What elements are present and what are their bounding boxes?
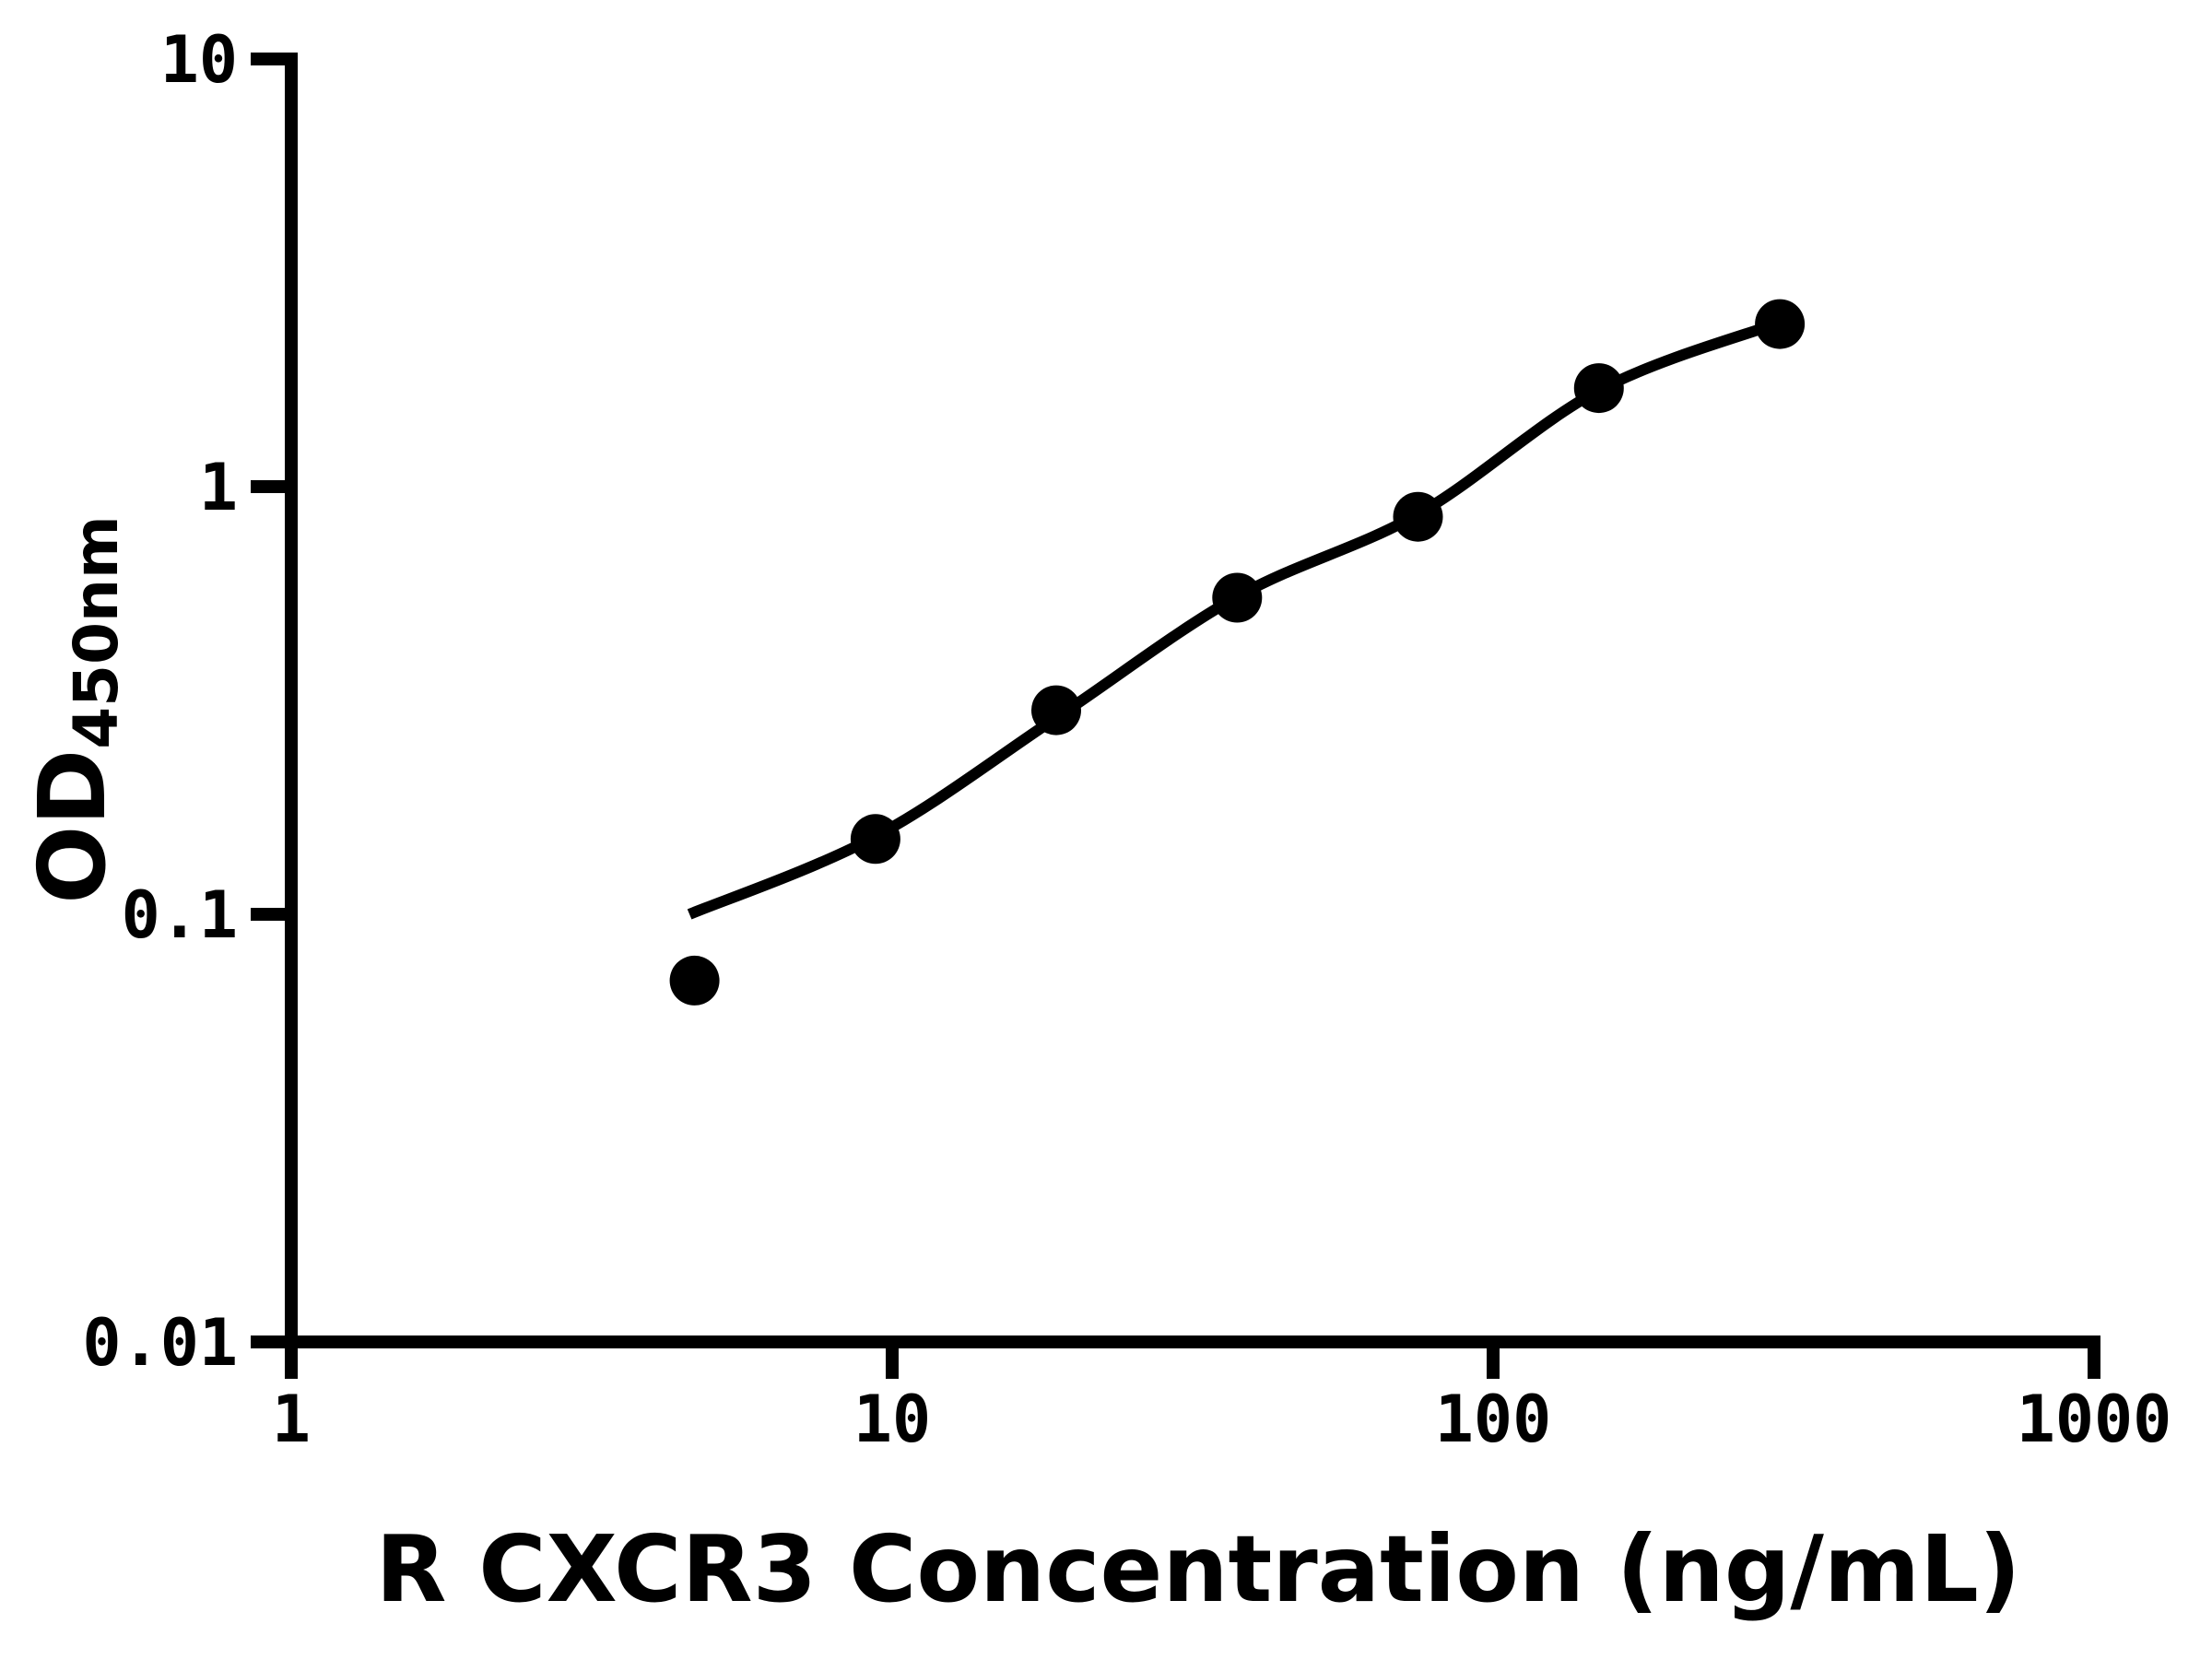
x-tick-label-1000: 1000 [2017, 1382, 2172, 1457]
y-axis-title-subscript: 450nm [61, 515, 132, 749]
axis-tick-labels: 1 10 100 1000 10 1 0.1 0.01 [82, 22, 2171, 1457]
y-axis-title: OD450nm [18, 515, 132, 904]
x-tick-label-10: 10 [853, 1382, 931, 1457]
x-tick-label-100: 100 [1435, 1382, 1551, 1457]
data-point [1573, 363, 1624, 414]
data-point [1755, 299, 1806, 349]
data-point [1031, 685, 1081, 735]
x-tick-label-1: 1 [272, 1382, 311, 1457]
data-points [669, 299, 1806, 1006]
axis-ticks [251, 53, 2100, 1379]
x-axis-title: R CXCR3 Concentration (ng/mL) [375, 1515, 2020, 1623]
data-point [1212, 572, 1263, 623]
data-point [850, 814, 900, 865]
data-point [669, 955, 720, 1006]
y-tick-label-10: 10 [160, 22, 238, 98]
y-tick-label-0.01: 0.01 [82, 1305, 238, 1381]
data-point [1393, 491, 1443, 542]
y-tick-label-1: 1 [199, 450, 238, 525]
y-tick-label-0.1: 0.1 [122, 877, 238, 953]
y-axis-title-main: OD [18, 749, 126, 904]
axes [285, 53, 2100, 1348]
